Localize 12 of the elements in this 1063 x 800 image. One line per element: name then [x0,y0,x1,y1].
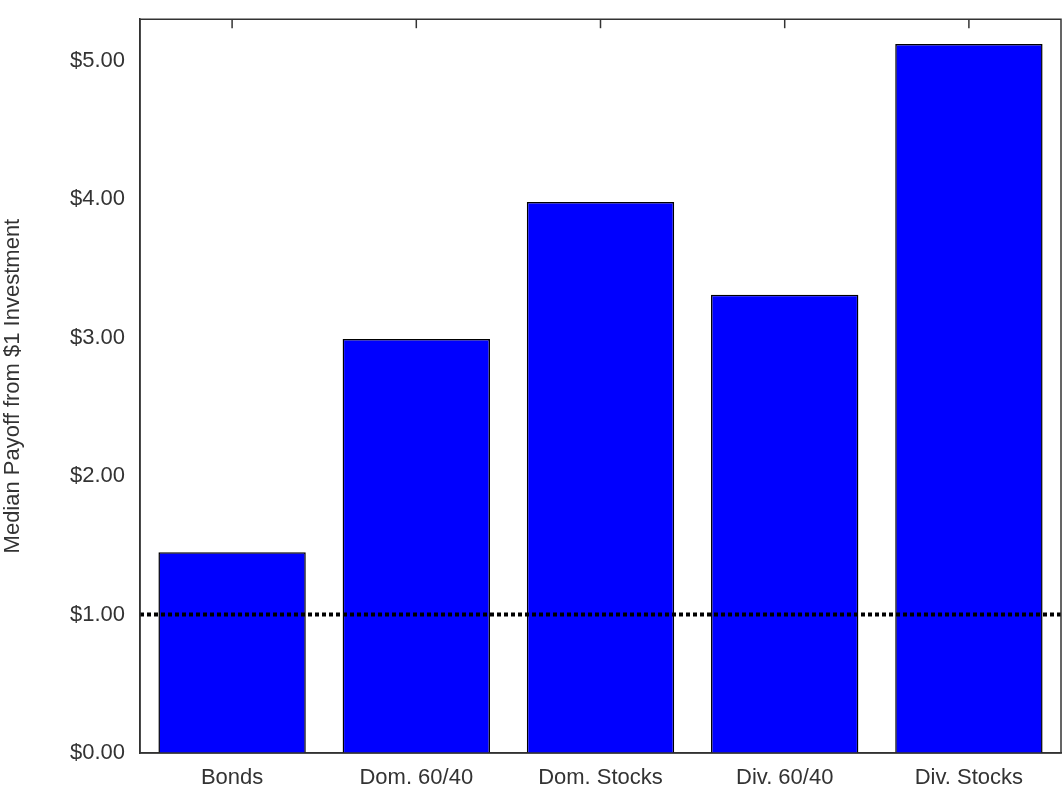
x-tick-label: Div. 60/40 [735,764,834,790]
y-tick-label: $0.00 [69,739,125,765]
y-tick-label: $4.00 [69,185,125,211]
x-tick-label: Bonds [200,764,264,790]
y-tick-label: $1.00 [69,600,125,626]
y-tick-label: $2.00 [69,462,125,488]
y-tick-label: $3.00 [69,323,125,349]
y-tick-label: $5.00 [69,46,125,72]
x-tick-label: Div. Stocks [914,764,1024,790]
x-tick-label: Dom. Stocks [538,764,663,790]
x-tick-label: Dom. 60/40 [359,764,474,790]
y-axis-title: Median Payoff from $1 Investment [0,218,25,554]
